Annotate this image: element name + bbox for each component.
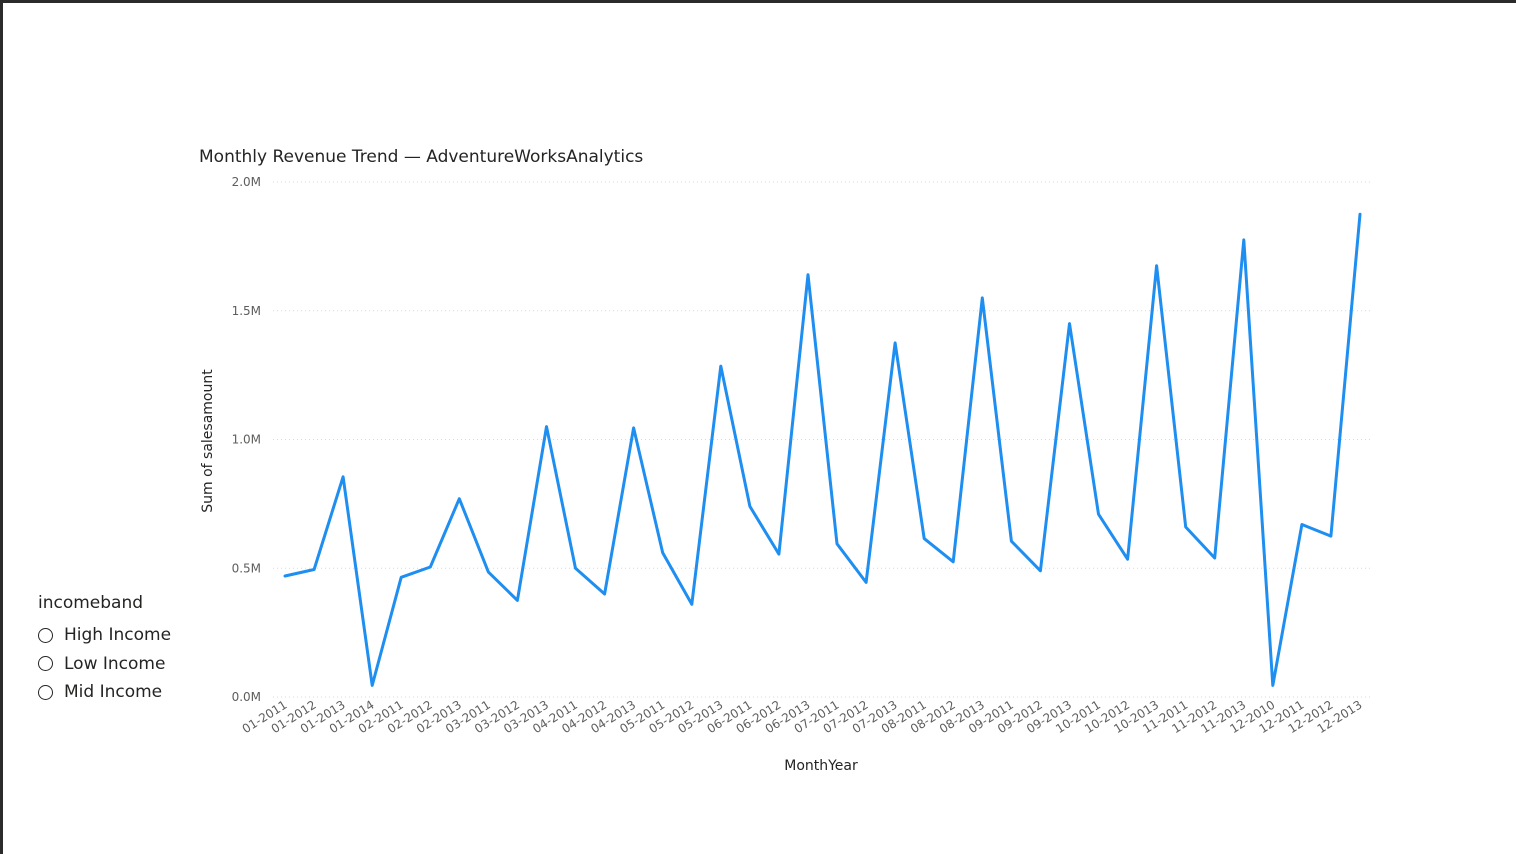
radio-icon[interactable] — [38, 627, 53, 643]
data-point[interactable] — [1065, 320, 1073, 328]
data-point[interactable] — [891, 339, 899, 347]
slicer-option-label: High Income — [64, 625, 172, 646]
slicer-option-high-income[interactable]: High Income — [38, 621, 171, 650]
data-point[interactable] — [833, 540, 841, 548]
data-point[interactable] — [659, 549, 667, 557]
series-line[interactable] — [283, 212, 1362, 687]
data-point[interactable] — [281, 572, 289, 580]
radio-icon[interactable] — [38, 684, 53, 700]
slicer-title: incomeband — [38, 593, 144, 613]
data-point[interactable] — [513, 596, 521, 604]
data-point[interactable] — [1036, 567, 1044, 575]
y-tick-label: 0.5M — [232, 561, 261, 575]
data-point[interactable] — [688, 600, 696, 608]
data-point[interactable] — [542, 423, 550, 431]
data-point[interactable] — [804, 271, 812, 279]
data-point[interactable] — [1298, 520, 1306, 528]
data-point[interactable] — [368, 681, 376, 689]
data-point[interactable] — [1007, 537, 1015, 545]
incomeband-slicer: incomeband High Income Low Income Mid In… — [38, 593, 171, 707]
data-point[interactable] — [949, 558, 957, 566]
data-point[interactable] — [1182, 523, 1190, 531]
data-point[interactable] — [1095, 510, 1103, 518]
data-point[interactable] — [1240, 236, 1248, 244]
slicer-option-mid-income[interactable]: Mid Income — [38, 678, 171, 707]
y-tick-label: 0.0M — [232, 690, 261, 704]
chart-title: Monthly Revenue Trend — AdventureWorksAn… — [199, 147, 644, 167]
data-point[interactable] — [1211, 554, 1219, 562]
data-point[interactable] — [426, 563, 434, 571]
slicer-option-label: Mid Income — [64, 682, 163, 703]
y-tick-label: 1.5M — [232, 304, 261, 318]
data-point[interactable] — [455, 495, 463, 503]
radio-icon[interactable] — [38, 656, 53, 672]
data-point[interactable] — [775, 550, 783, 558]
slicer-option-low-income[interactable]: Low Income — [38, 650, 171, 679]
y-tick-label: 2.0M — [232, 175, 261, 189]
y-tick-label: 1.0M — [232, 433, 261, 447]
data-point[interactable] — [1356, 210, 1364, 218]
data-point[interactable] — [862, 578, 870, 586]
data-point[interactable] — [397, 573, 405, 581]
x-axis-title: MonthYear — [784, 758, 858, 774]
data-point[interactable] — [717, 362, 725, 370]
data-point[interactable] — [920, 535, 928, 543]
data-point[interactable] — [1269, 681, 1277, 689]
data-point[interactable] — [746, 502, 754, 510]
data-point[interactable] — [1327, 532, 1335, 540]
data-point[interactable] — [572, 564, 580, 572]
y-axis-title: Sum of salesamount — [200, 369, 216, 513]
data-point[interactable] — [630, 424, 638, 432]
data-point[interactable] — [1124, 555, 1132, 563]
data-point[interactable] — [310, 566, 318, 574]
data-point[interactable] — [1153, 262, 1161, 270]
line-chart[interactable]: 0.0M0.5M1.0M1.5M2.0M01-201101-201201-201… — [3, 3, 1516, 854]
slicer-option-label: Low Income — [64, 653, 166, 674]
data-point[interactable] — [978, 294, 986, 302]
data-point[interactable] — [339, 473, 347, 481]
data-point[interactable] — [601, 590, 609, 598]
data-point[interactable] — [484, 568, 492, 576]
